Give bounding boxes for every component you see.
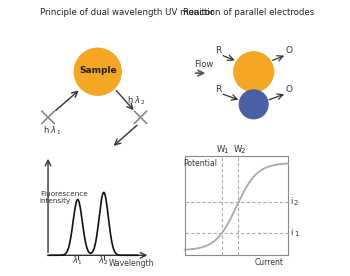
Text: i: i xyxy=(290,228,293,237)
Text: $\lambda$$_1$: $\lambda$$_1$ xyxy=(72,254,83,267)
Text: i: i xyxy=(290,197,293,206)
Text: 2: 2 xyxy=(294,200,298,206)
Text: Principle of dual wavelength UV monitor: Principle of dual wavelength UV monitor xyxy=(40,8,214,17)
Text: 2: 2 xyxy=(240,148,245,155)
Text: W: W xyxy=(234,145,242,154)
Text: Reaction of parallel electrodes: Reaction of parallel electrodes xyxy=(183,8,315,17)
Text: Sample: Sample xyxy=(79,66,117,75)
Text: W: W xyxy=(217,145,225,154)
Text: Current: Current xyxy=(255,258,284,267)
Text: h $\lambda$$_1$: h $\lambda$$_1$ xyxy=(43,125,61,137)
Circle shape xyxy=(239,90,268,119)
Text: $\lambda$$_2$: $\lambda$$_2$ xyxy=(98,254,109,267)
Text: Flow: Flow xyxy=(194,60,214,69)
Text: R: R xyxy=(216,46,222,55)
Text: Wavelength: Wavelength xyxy=(109,259,155,268)
Circle shape xyxy=(74,48,121,95)
Text: O: O xyxy=(285,85,292,94)
Text: O: O xyxy=(285,46,292,55)
Text: R: R xyxy=(216,85,222,94)
Text: h $\lambda$$_2$: h $\lambda$$_2$ xyxy=(127,94,146,107)
Text: Fluorescence
intensity: Fluorescence intensity xyxy=(40,191,88,204)
Circle shape xyxy=(234,52,274,92)
Text: 1: 1 xyxy=(294,231,299,237)
Text: Potential: Potential xyxy=(183,159,217,168)
Text: 1: 1 xyxy=(223,148,228,155)
